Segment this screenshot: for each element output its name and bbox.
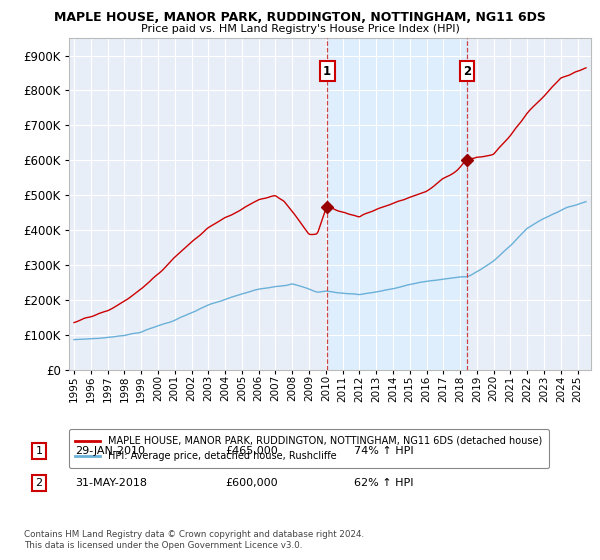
Bar	[327, 38, 467, 370]
Legend: MAPLE HOUSE, MANOR PARK, RUDDINGTON, NOTTINGHAM, NG11 6DS (detached house), HPI:: MAPLE HOUSE, MANOR PARK, RUDDINGTON, NOT…	[68, 429, 548, 468]
Text: £465,000: £465,000	[225, 446, 278, 456]
Text: 74% ↑ HPI: 74% ↑ HPI	[354, 446, 413, 456]
Text: Price paid vs. HM Land Registry's House Price Index (HPI): Price paid vs. HM Land Registry's House …	[140, 24, 460, 34]
Text: 1: 1	[323, 65, 331, 78]
Text: MAPLE HOUSE, MANOR PARK, RUDDINGTON, NOTTINGHAM, NG11 6DS: MAPLE HOUSE, MANOR PARK, RUDDINGTON, NOT…	[54, 11, 546, 24]
Text: 2: 2	[463, 65, 471, 78]
Text: 62% ↑ HPI: 62% ↑ HPI	[354, 478, 413, 488]
Text: 29-JAN-2010: 29-JAN-2010	[75, 446, 145, 456]
Text: This data is licensed under the Open Government Licence v3.0.: This data is licensed under the Open Gov…	[24, 541, 302, 550]
Text: 1: 1	[35, 446, 43, 456]
Text: 2: 2	[35, 478, 43, 488]
Text: £600,000: £600,000	[225, 478, 278, 488]
Text: 31-MAY-2018: 31-MAY-2018	[75, 478, 147, 488]
Text: Contains HM Land Registry data © Crown copyright and database right 2024.: Contains HM Land Registry data © Crown c…	[24, 530, 364, 539]
